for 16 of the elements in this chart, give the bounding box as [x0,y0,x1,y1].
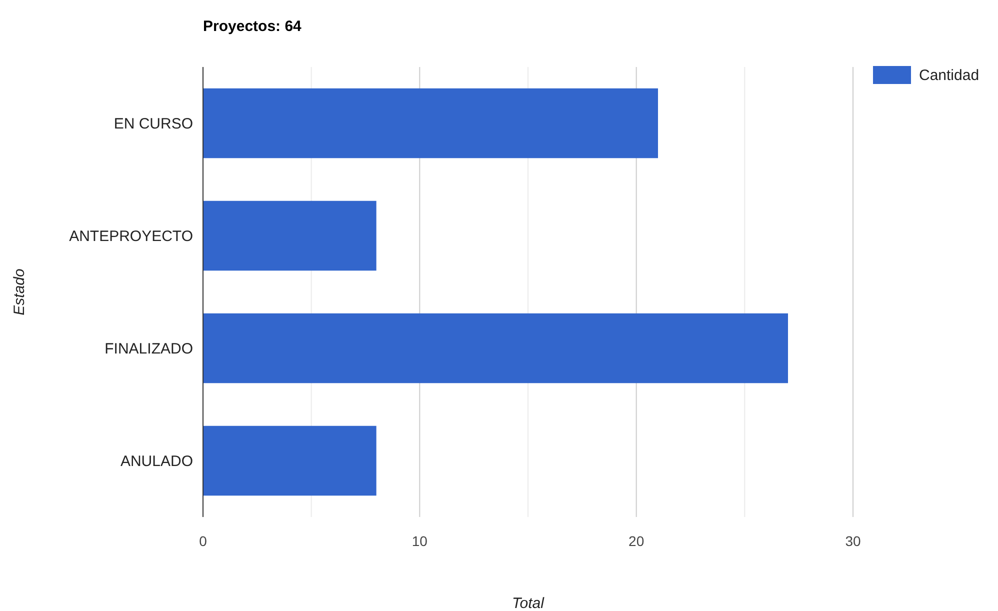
x-tick-label: 10 [412,533,428,549]
y-axis-title: Estado [11,268,28,316]
legend-label: Cantidad [919,67,980,84]
x-tick-label: 30 [845,533,861,549]
bar [203,200,376,271]
y-tick-label: ANULADO [120,452,193,470]
x-tick-label: 20 [628,533,644,549]
y-tick-label: EN CURSO [114,115,193,132]
x-tick-label: 0 [199,533,208,549]
chart-title: Proyectos: 64 [203,18,302,35]
x-axis-title: Total [512,595,545,611]
y-tick-label: ANTEPROYECTO [69,228,193,245]
bar [203,88,658,158]
bar [203,313,788,384]
bar [203,426,376,496]
y-tick-label: FINALIZADO [104,340,193,358]
